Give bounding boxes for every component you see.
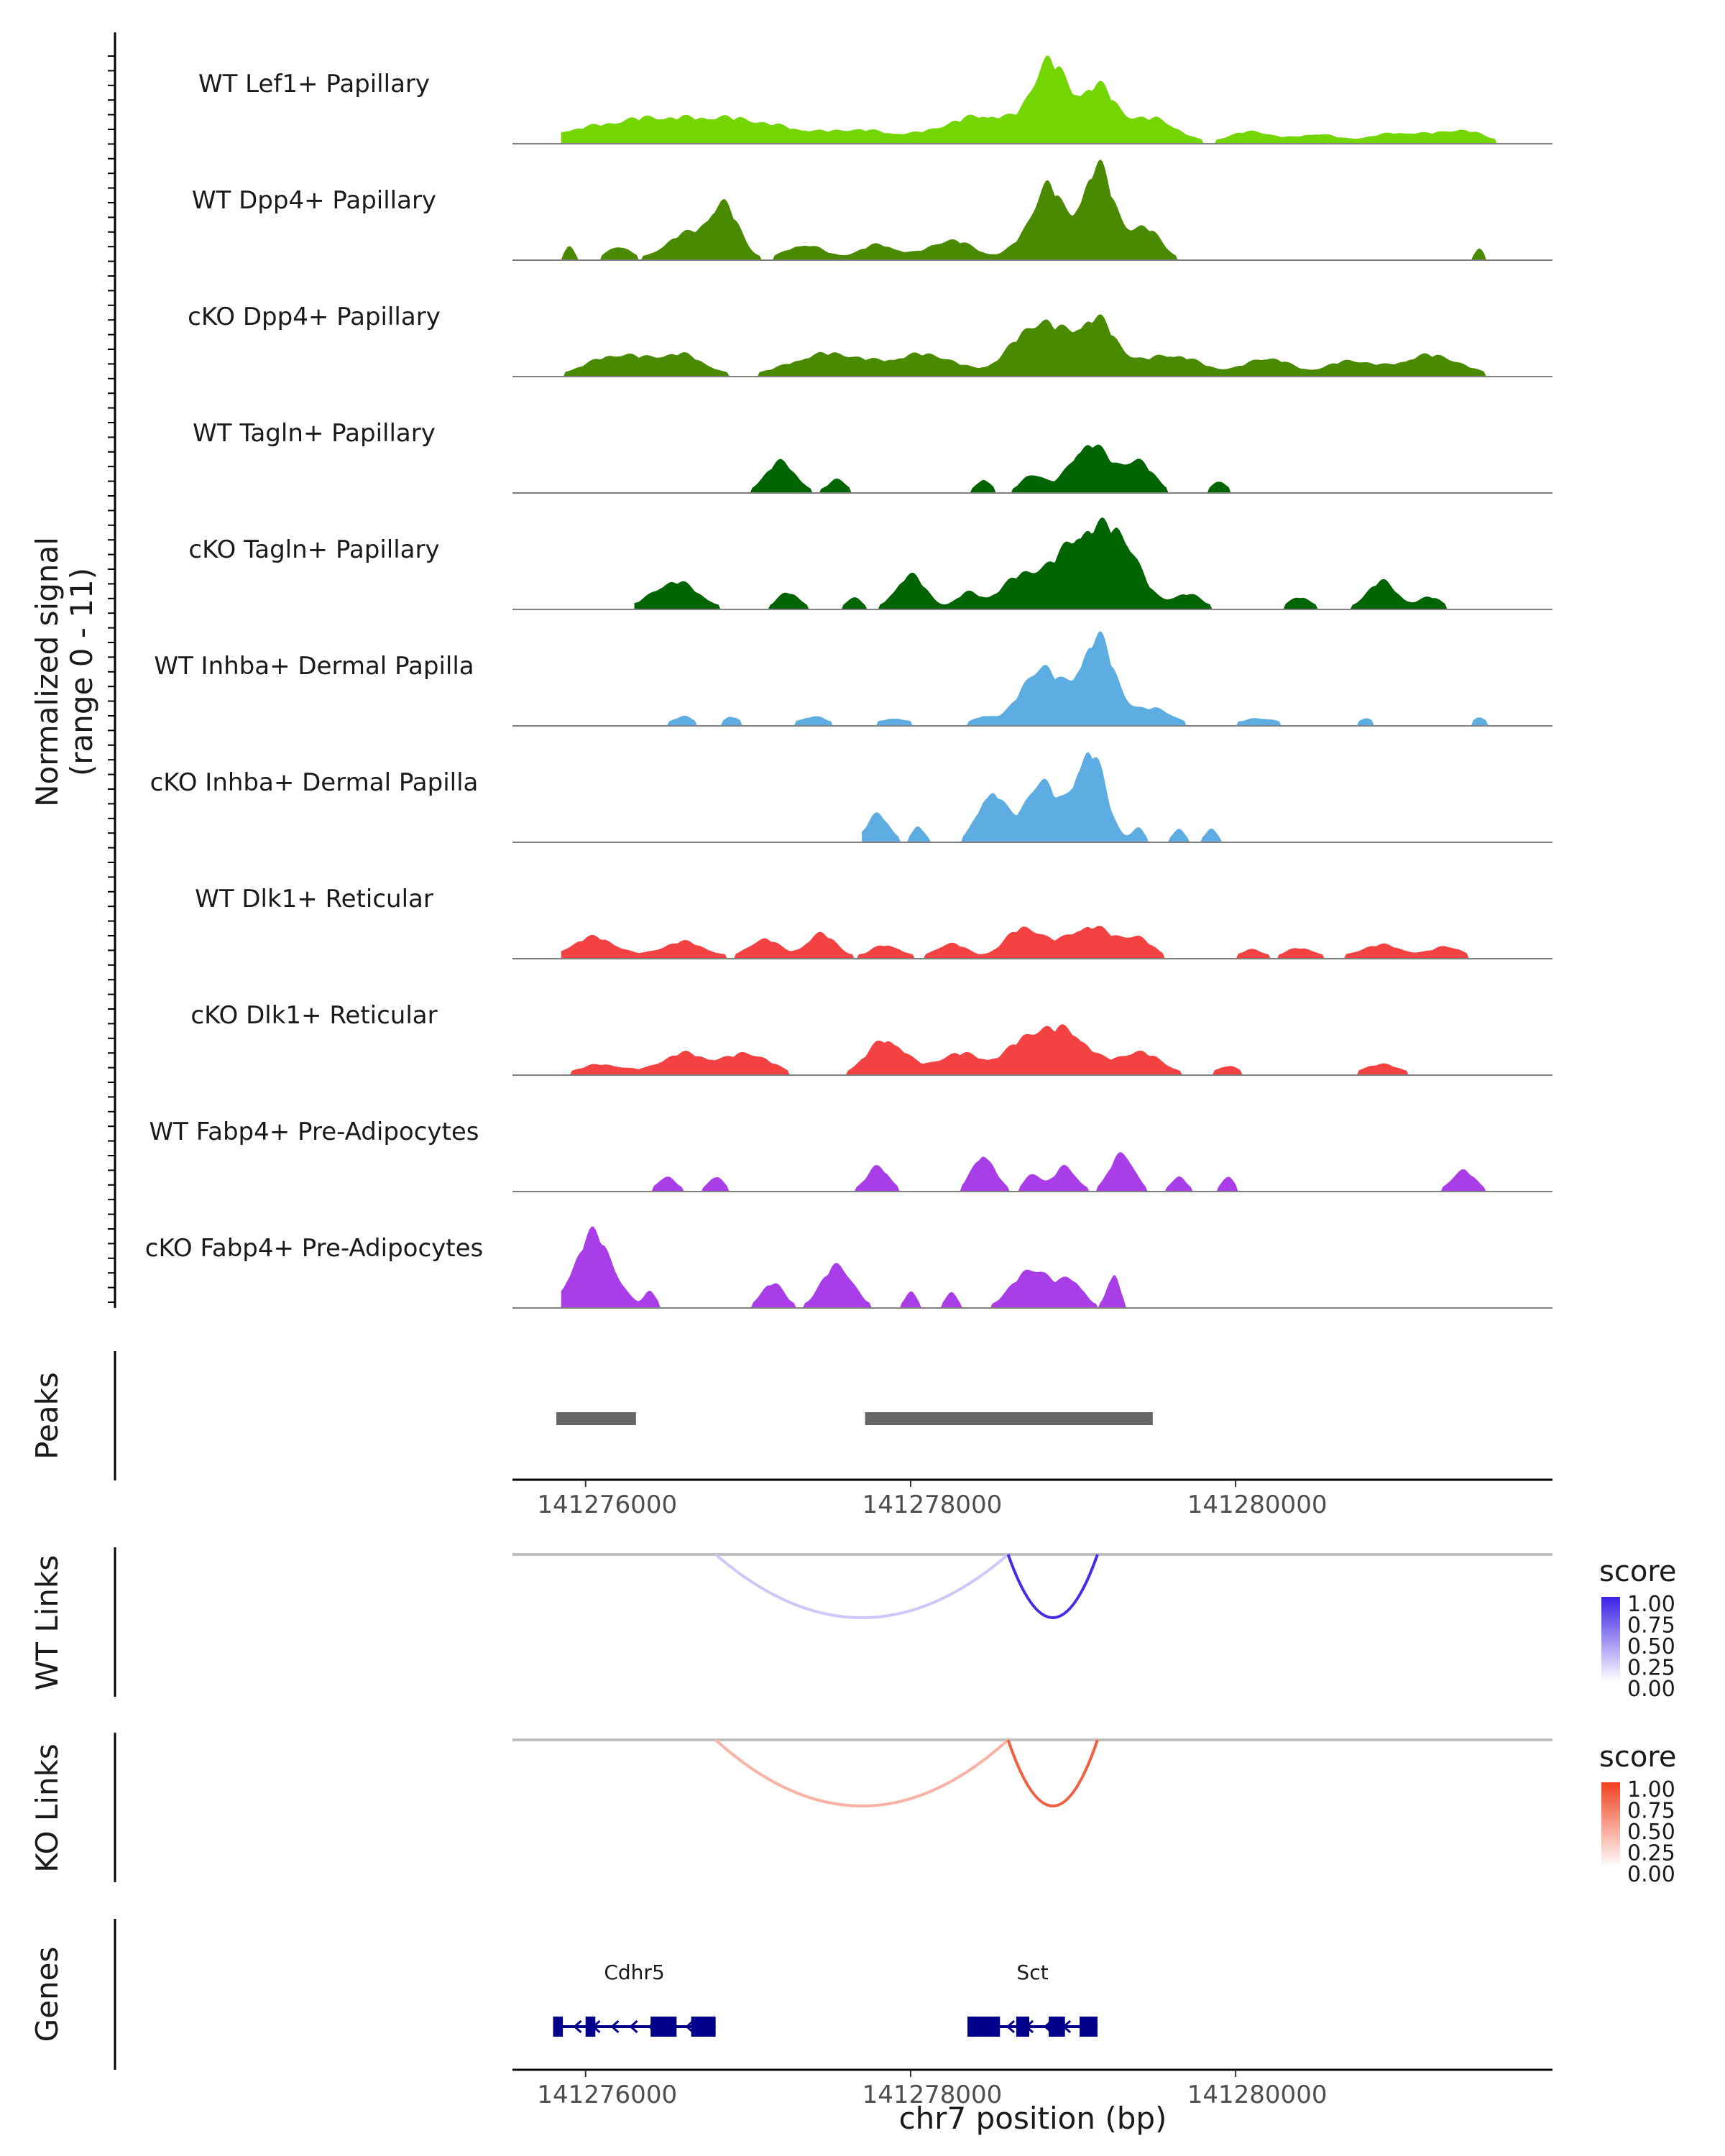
peaks-track-label: Peaks bbox=[29, 1372, 65, 1460]
signal-tracks: WT Lef1+ Papillary WT Dpp4+ Papillary cKO … bbox=[145, 55, 1552, 1309]
x-tick-label: 141276000 bbox=[537, 2081, 677, 2109]
signal-area bbox=[561, 314, 1504, 377]
signal-area bbox=[561, 1226, 1504, 1308]
signal-area bbox=[561, 159, 1504, 260]
signal-area bbox=[634, 1152, 1504, 1192]
gene-cdhr5: Cdhr5 bbox=[553, 1961, 716, 2037]
gene-name: Sct bbox=[1016, 1961, 1048, 1984]
signal-area bbox=[715, 444, 1504, 493]
track-7: cKO Inhba+ Dermal Papilla bbox=[150, 752, 1552, 843]
ko-links-legend-title: score bbox=[1599, 1741, 1676, 1774]
signal-y-axis bbox=[108, 32, 116, 1308]
x-axis-title: chr7 position (bp) bbox=[899, 2101, 1167, 2136]
wt-links-track: WT Links score 1.000.750.500.250.00 bbox=[29, 1547, 1676, 1702]
gene-name: Cdhr5 bbox=[604, 1961, 664, 1984]
track-label: cKO Inhba+ Dermal Papilla bbox=[150, 768, 479, 797]
track-4: WT Tagln+ Papillary bbox=[193, 419, 1552, 494]
track-label: WT Dpp4+ Papillary bbox=[192, 186, 436, 215]
ko-links-legend-tick: 0.50 bbox=[1627, 1820, 1675, 1845]
signal-area bbox=[561, 1024, 1504, 1075]
track-6: WT Inhba+ Dermal Papilla bbox=[154, 631, 1552, 727]
ko-links-arc bbox=[714, 1738, 1009, 1807]
wt-links-legend-title: score bbox=[1599, 1555, 1676, 1588]
wt-links-legend-tick: 0.75 bbox=[1627, 1613, 1675, 1639]
y-axis-subtitle: (range 0 - 11) bbox=[64, 568, 99, 776]
ko-links-track: KO Links score 1.000.750.500.250.00 bbox=[29, 1733, 1676, 1887]
x-tick-label: 141280000 bbox=[1187, 2081, 1328, 2109]
track-label: WT Tagln+ Papillary bbox=[193, 419, 436, 448]
track-label: cKO Tagln+ Papillary bbox=[188, 535, 439, 564]
strand-arrow bbox=[610, 2019, 620, 2034]
ko-links-legend-colorbar bbox=[1601, 1782, 1620, 1867]
track-label: cKO Dpp4+ Papillary bbox=[188, 303, 441, 331]
track-8: WT Dlk1+ Reticular bbox=[195, 885, 1552, 959]
wt-links-arc bbox=[714, 1553, 1009, 1619]
y-axis-title: Normalized signal bbox=[29, 537, 65, 807]
gene-exon bbox=[585, 2017, 596, 2037]
track-2: WT Dpp4+ Papillary bbox=[192, 159, 1552, 261]
ko-links-legend-tick: 1.00 bbox=[1627, 1777, 1675, 1802]
wt-links-legend-tick: 0.50 bbox=[1627, 1634, 1675, 1659]
track-3: cKO Dpp4+ Papillary bbox=[188, 303, 1552, 377]
x-axis-upper: 141276000 141278000 141280000 bbox=[512, 1478, 1552, 1519]
signal-area bbox=[561, 926, 1504, 959]
track-label: WT Dlk1+ Reticular bbox=[195, 885, 433, 913]
strand-arrow bbox=[1006, 2019, 1016, 2034]
ko-links-legend-tick: 0.00 bbox=[1627, 1862, 1675, 1887]
x-tick-label: 141280000 bbox=[1187, 1491, 1328, 1519]
track-5: cKO Tagln+ Papillary bbox=[188, 517, 1552, 610]
gene-exon bbox=[967, 2017, 1000, 2037]
wt-links-label: WT Links bbox=[29, 1555, 65, 1690]
wt-links-arc bbox=[1006, 1554, 1099, 1619]
wt-links-legend-tick: 0.00 bbox=[1627, 1677, 1675, 1702]
x-axis-lower: 141276000 141278000 141280000 bbox=[512, 2068, 1552, 2109]
track-label: cKO Dlk1+ Reticular bbox=[190, 1001, 437, 1030]
signal-area bbox=[634, 517, 1504, 609]
gene-exon bbox=[691, 2017, 716, 2037]
genes-track: Genes Cdhr5 Sct bbox=[29, 1919, 1098, 2070]
track-label: WT Lef1+ Papillary bbox=[198, 70, 430, 98]
wt-links-legend-tick: 1.00 bbox=[1627, 1592, 1675, 1617]
x-tick-label: 141276000 bbox=[537, 1491, 677, 1519]
x-tick-label: 141278000 bbox=[862, 1491, 1003, 1519]
x-tick-label: 141278000 bbox=[862, 2081, 1003, 2109]
strand-arrow bbox=[629, 2019, 638, 2034]
track-10: WT Fabp4+ Pre-Adipocytes bbox=[150, 1118, 1552, 1192]
signal-area bbox=[862, 752, 1504, 842]
gene-sct: Sct bbox=[967, 1961, 1098, 2037]
genes-track-label: Genes bbox=[29, 1947, 65, 2042]
ko-links-legend-tick: 0.75 bbox=[1627, 1799, 1675, 1824]
gene-exon bbox=[1080, 2017, 1098, 2037]
peak-region bbox=[556, 1412, 636, 1425]
track-1: WT Lef1+ Papillary bbox=[198, 55, 1552, 144]
gene-exon bbox=[1016, 2017, 1029, 2037]
strand-arrow bbox=[573, 2019, 582, 2034]
track-11: cKO Fabp4+ Pre-Adipocytes bbox=[145, 1226, 1552, 1309]
signal-area bbox=[666, 631, 1504, 726]
peak-region bbox=[865, 1412, 1153, 1425]
track-label: WT Fabp4+ Pre-Adipocytes bbox=[150, 1118, 479, 1146]
peaks-track: Peaks bbox=[29, 1351, 1153, 1480]
ko-links-arc bbox=[1006, 1739, 1099, 1807]
track-label: WT Inhba+ Dermal Papilla bbox=[154, 652, 474, 681]
strand-arrow bbox=[685, 2019, 694, 2034]
wt-links-legend-colorbar bbox=[1601, 1597, 1620, 1682]
ko-links-legend-tick: 0.25 bbox=[1627, 1841, 1675, 1866]
ko-links-label: KO Links bbox=[29, 1743, 65, 1873]
gene-exon bbox=[553, 2017, 564, 2037]
gene-exon bbox=[1049, 2017, 1065, 2037]
wt-links-legend-tick: 0.25 bbox=[1627, 1656, 1675, 1681]
signal-area bbox=[561, 55, 1504, 144]
gene-exon bbox=[650, 2017, 677, 2037]
track-9: cKO Dlk1+ Reticular bbox=[190, 1001, 1552, 1076]
track-label: cKO Fabp4+ Pre-Adipocytes bbox=[145, 1234, 484, 1263]
